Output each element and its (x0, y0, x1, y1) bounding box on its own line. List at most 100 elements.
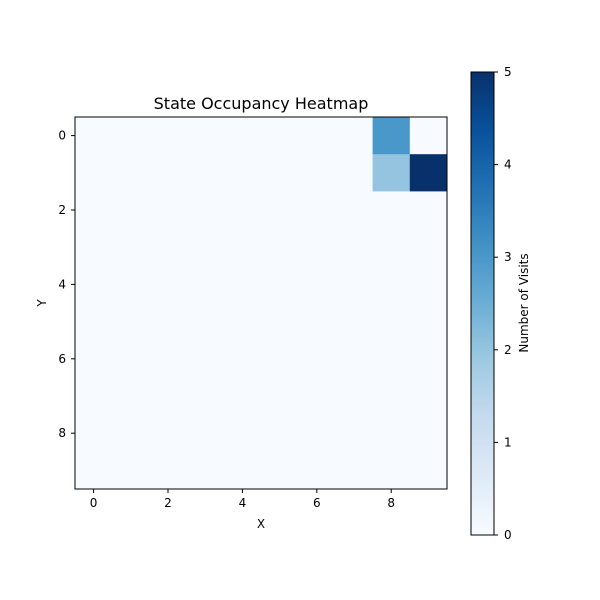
heatmap-cell (223, 154, 262, 192)
heatmap-cell (223, 377, 262, 415)
y-tick-label: 6 (58, 352, 66, 366)
y-axis: 0 2 4 6 8 (58, 129, 75, 440)
heatmap-cell (223, 117, 262, 155)
heatmap-cell (409, 191, 448, 229)
x-tick-label: 2 (164, 496, 172, 510)
heatmap-cell (149, 377, 187, 415)
heatmap-cell (298, 191, 336, 229)
heatmap-cell (298, 154, 336, 192)
colorbar-tick-label: 3 (504, 250, 512, 264)
heatmap-cell (335, 414, 373, 453)
heatmap-cell (223, 265, 262, 304)
heatmap-cell (409, 451, 448, 490)
heatmap-cell (75, 303, 113, 341)
heatmap-cell (261, 414, 299, 453)
heatmap-cell (409, 154, 448, 192)
heatmap-cell (372, 117, 411, 155)
heatmap-cell (372, 154, 411, 192)
heatmap-cell (186, 303, 225, 341)
heatmap-cell (335, 377, 373, 415)
heatmap-cell (112, 117, 150, 155)
heatmap-cell (372, 340, 411, 378)
y-tick-label: 0 (58, 129, 66, 143)
heatmap-cell (149, 303, 187, 341)
heatmap-cell (409, 414, 448, 453)
heatmap-cell (186, 340, 225, 378)
heatmap-cell (261, 117, 299, 155)
colorbar-tick-label: 4 (504, 158, 512, 172)
heatmap-cell (335, 228, 373, 267)
heatmap-cell (149, 451, 187, 490)
heatmap-cell (223, 414, 262, 453)
heatmap-cell (75, 117, 113, 155)
colorbar-tick-label: 5 (504, 65, 512, 79)
heatmap-cell (298, 414, 336, 453)
x-axis: 0 2 4 6 8 (90, 489, 395, 510)
x-tick-label: 4 (239, 496, 247, 510)
heatmap-cell (261, 377, 299, 415)
heatmap-cell (75, 414, 113, 453)
heatmap-cell (75, 340, 113, 378)
colorbar-label: Number of Visits (517, 253, 531, 352)
heatmap-cell (75, 191, 113, 229)
heatmap-cell (261, 451, 299, 490)
heatmap-cell (261, 340, 299, 378)
heatmap-cell (75, 451, 113, 490)
heatmap-cell (112, 414, 150, 453)
heatmap-cell (112, 451, 150, 490)
y-tick-label: 2 (58, 203, 66, 217)
heatmap-cell (149, 414, 187, 453)
heatmap-cell (409, 265, 448, 304)
heatmap-cell (149, 191, 187, 229)
heatmap-cell (112, 191, 150, 229)
heatmap-cell (409, 117, 448, 155)
heatmap-cell (186, 117, 225, 155)
heatmap-cell (186, 451, 225, 490)
y-axis-label: Y (35, 299, 49, 308)
heatmap-cell (409, 228, 448, 267)
heatmap-cell (372, 414, 411, 453)
heatmap-cell (75, 265, 113, 304)
heatmap-cell (372, 191, 411, 229)
heatmap-cell (298, 303, 336, 341)
heatmap-cell (112, 377, 150, 415)
heatmap-cell (335, 265, 373, 304)
heatmap-cell (298, 377, 336, 415)
heatmap-cells (75, 117, 448, 490)
heatmap-cell (335, 117, 373, 155)
heatmap-cell (223, 191, 262, 229)
heatmap-cell (261, 228, 299, 267)
heatmap-cell (149, 265, 187, 304)
heatmap-cell (261, 265, 299, 304)
heatmap-cell (186, 191, 225, 229)
heatmap-cell (112, 265, 150, 304)
heatmap-cell (298, 117, 336, 155)
heatmap-cell (372, 228, 411, 267)
heatmap-cell (372, 451, 411, 490)
heatmap-cell (298, 265, 336, 304)
plot-frame (74, 116, 448, 490)
heatmap-cell (112, 228, 150, 267)
heatmap-cell (298, 228, 336, 267)
y-tick-label: 4 (58, 277, 66, 291)
heatmap-cell (75, 154, 113, 192)
heatmap-cell (261, 154, 299, 192)
colorbar-tick-label: 0 (504, 528, 512, 542)
heatmap-cell (409, 303, 448, 341)
heatmap-cell (298, 451, 336, 490)
heatmap-cell (335, 154, 373, 192)
colorbar-tick-label: 2 (504, 343, 512, 357)
heatmap-cell (372, 303, 411, 341)
heatmap-cell (112, 154, 150, 192)
heatmap-cell (186, 154, 225, 192)
heatmap-cell (75, 228, 113, 267)
heatmap-cell (149, 154, 187, 192)
colorbar-axis: 0 1 2 3 4 5 (494, 65, 512, 542)
heatmap-cell (409, 340, 448, 378)
heatmap-cell (112, 303, 150, 341)
x-tick-label: 8 (387, 496, 395, 510)
heatmap-cell (223, 340, 262, 378)
heatmap-cell (298, 340, 336, 378)
heatmap-cell (409, 377, 448, 415)
